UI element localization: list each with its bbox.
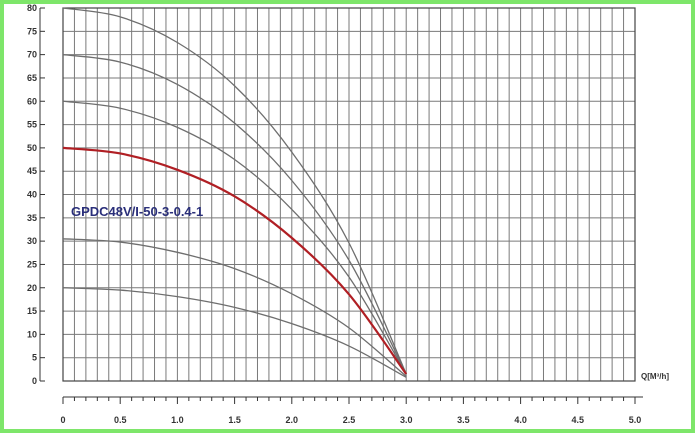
y-tick-label: 50 xyxy=(27,143,37,153)
y-tick-label: 5 xyxy=(32,353,37,363)
performance-curve xyxy=(62,53,407,375)
performance-curve-highlight xyxy=(62,146,408,375)
x-tick-label: 1.5 xyxy=(228,415,241,425)
y-tick-label: 25 xyxy=(27,259,37,269)
performance-curve xyxy=(62,238,407,377)
y-tick-label: 30 xyxy=(27,236,37,246)
x-tick-label: 0.5 xyxy=(114,415,127,425)
x-axis-label: Q[M³/h] xyxy=(641,372,669,381)
x-tick-label: 0 xyxy=(60,415,65,425)
labels: GPDC48V/I-50-3-0.4-1 Q[M³/h] xyxy=(71,204,669,381)
y-tick-label: 65 xyxy=(27,73,37,83)
y-tick-label: 60 xyxy=(27,96,37,106)
grid xyxy=(62,7,636,382)
y-tick-label: 0 xyxy=(32,376,37,386)
model-annotation: GPDC48V/I-50-3-0.4-1 xyxy=(71,204,203,219)
curves xyxy=(62,7,408,378)
x-tick-label: 1.0 xyxy=(171,415,184,425)
y-tick-label: 20 xyxy=(27,283,37,293)
x-tick-label: 3.0 xyxy=(400,415,413,425)
x-tick-label: 3.5 xyxy=(457,415,470,425)
x-tick-label: 2.5 xyxy=(343,415,356,425)
performance-curve xyxy=(62,7,407,375)
y-tick-label: 45 xyxy=(27,166,37,176)
axes: 0 5 10 15 20 25 30 35 40 45 50 55 60 65 70 75 80 0 0.5 1.0 1… xyxy=(27,3,643,425)
performance-curve xyxy=(62,287,407,378)
y-tick-label: 40 xyxy=(27,190,37,200)
x-tick-label: 4.5 xyxy=(572,415,585,425)
plot-border xyxy=(62,7,636,382)
y-tick-label: 35 xyxy=(27,213,37,223)
y-tick-label: 55 xyxy=(27,120,37,130)
x-tick-label: 5.0 xyxy=(629,415,642,425)
y-tick-label: 70 xyxy=(27,50,37,60)
y-tick-label: 80 xyxy=(27,3,37,13)
y-tick-label: 75 xyxy=(27,26,37,36)
x-tick-label: 4.0 xyxy=(514,415,527,425)
x-tick-label: 2.0 xyxy=(286,415,299,425)
y-tick-label: 10 xyxy=(27,329,37,339)
y-tick-label: 15 xyxy=(27,306,37,316)
performance-curve xyxy=(62,100,407,375)
